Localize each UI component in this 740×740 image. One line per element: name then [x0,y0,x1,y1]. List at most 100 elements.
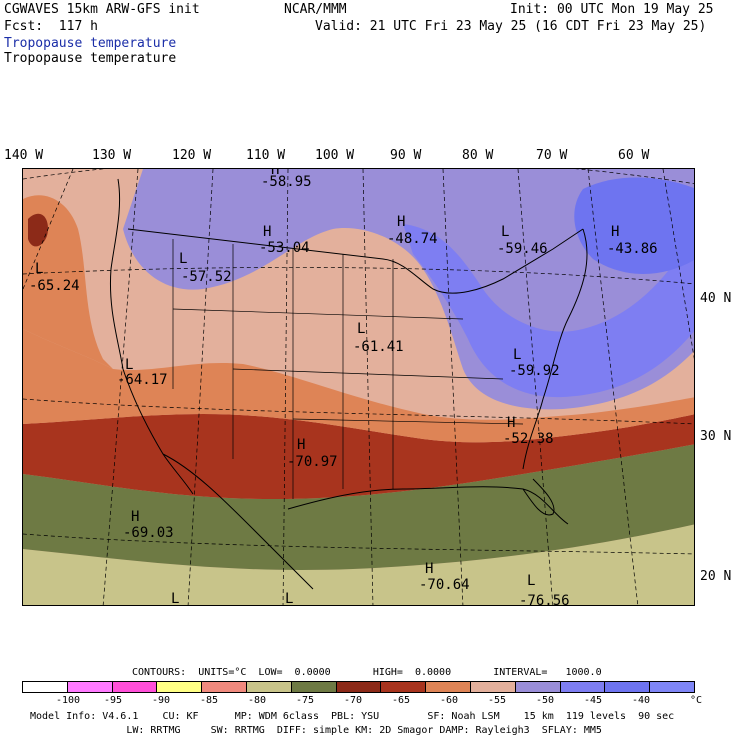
band-minus70 [23,414,694,499]
center-value: -70.64 [419,577,470,593]
model-info-line-1: Model Info: V4.6.1 CU: KF MP: WDM 6class… [30,711,675,722]
lon-label: 100 W [315,148,355,163]
color-scale-box [291,682,337,692]
lat-label: 40 N [700,291,732,306]
tropopause-temperature-map: H -58.95 H -53.04 H -48.74 L -59.46 H -4… [22,168,695,606]
center-value: -52.38 [503,431,554,447]
band-minus45 [403,224,694,398]
source-label: NCAR/MMM [284,2,347,17]
scale-tick: -80 [248,695,267,706]
coastline-florida [522,478,555,516]
init-time: Init: 00 UTC Mon 19 May 25 [510,2,714,17]
color-scale-box [202,682,247,692]
center-type: L [125,357,133,373]
center-type: L [171,591,179,606]
color-scale-box [67,682,113,692]
coastline-gulf [287,486,569,525]
center-type: H [131,509,139,525]
center-type: L [357,321,365,337]
center-value: -65.24 [29,278,80,294]
state-borders [172,239,524,499]
lon-label: 120 W [172,148,212,163]
color-scale-box [23,682,68,692]
lon-label: 70 W [536,148,568,163]
scale-tick: -100 [56,695,81,706]
scale-tick: -40 [632,695,651,706]
center-value: -69.03 [123,525,174,541]
center-type: H [507,415,515,431]
coastline-east [522,228,588,470]
center-type: L [179,251,187,267]
center-value: -59.46 [497,241,548,257]
scale-tick: -90 [152,695,171,706]
center-value: -59.92 [509,363,560,379]
center-type: L [513,347,521,363]
color-scale-box [515,682,561,692]
band-minus80 [23,524,694,605]
band-minus65 [23,329,694,443]
border-us-canada [127,228,584,294]
lat-label: 30 N [700,429,732,444]
lat-label: 20 N [700,569,732,584]
forecast-hour: Fcst: 117 h [4,19,98,34]
color-scale-box [112,682,158,692]
color-scale-box [650,682,694,692]
center-value: -70.97 [287,454,338,470]
scale-tick: -45 [584,695,603,706]
center-type: L [501,224,509,240]
center-value: H [271,169,279,178]
center-type: H [611,224,619,240]
color-scale-box [605,682,651,692]
scale-tick: -65 [392,695,411,706]
center-type: L [285,591,293,606]
lat-lon-grid [23,169,694,605]
color-scale-box [560,682,606,692]
color-scale-box [426,682,471,692]
center-type: H [425,561,433,577]
field-title-secondary: Tropopause temperature [4,51,177,66]
center-value: -58.95 [261,174,312,190]
lon-label: 90 W [390,148,422,163]
lon-label: 140 W [4,148,44,163]
field-title-primary: Tropopause temperature [4,36,177,51]
scale-tick: -50 [536,695,555,706]
scale-tick: -85 [200,695,219,706]
center-type: H [297,437,305,453]
scale-tick: -70 [344,695,363,706]
lon-label: 110 W [246,148,286,163]
color-scale-box [336,682,382,692]
center-value: -61.41 [353,339,404,355]
center-value: -64.17 [117,372,168,388]
scale-tick: -60 [440,695,459,706]
lon-label: 60 W [618,148,650,163]
coastline-mexico [162,453,314,590]
color-scale-box [470,682,516,692]
color-scale-box [157,682,203,692]
scale-unit: °C [690,695,703,706]
model-info-line-2: LW: RRTMG SW: RRTMG DIFF: simple KM: 2D … [30,725,602,736]
center-value: -43.86 [607,241,658,257]
center-value: -53.04 [259,240,310,256]
scale-tick: -95 [104,695,123,706]
center-value: -48.74 [387,231,438,247]
color-scale-bar [22,681,695,693]
lon-label: 80 W [462,148,494,163]
valid-time: Valid: 21 UTC Fri 23 May 25 (16 CDT Fri … [315,19,707,34]
center-type: H [397,214,405,230]
center-value: -57.52 [181,269,232,285]
color-scale-box [246,682,292,692]
band-minus70-spot [28,213,48,247]
scale-tick: -55 [488,695,507,706]
contours-info: CONTOURS: UNITS=°C LOW= 0.0000 HIGH= 0.0… [132,667,602,678]
center-type: H [263,224,271,240]
band-minus40 [574,177,694,274]
band-minus75 [23,444,694,570]
center-value: -76.56 [519,593,570,606]
color-scale-box [381,682,427,692]
center-type: L [527,573,535,589]
map-canvas: H -58.95 H -53.04 H -48.74 L -59.46 H -4… [23,169,694,606]
lon-label: 130 W [92,148,132,163]
scale-tick: -75 [296,695,315,706]
center-type: L [35,261,43,277]
model-run-title: CGWAVES 15km ARW-GFS init [4,2,200,17]
